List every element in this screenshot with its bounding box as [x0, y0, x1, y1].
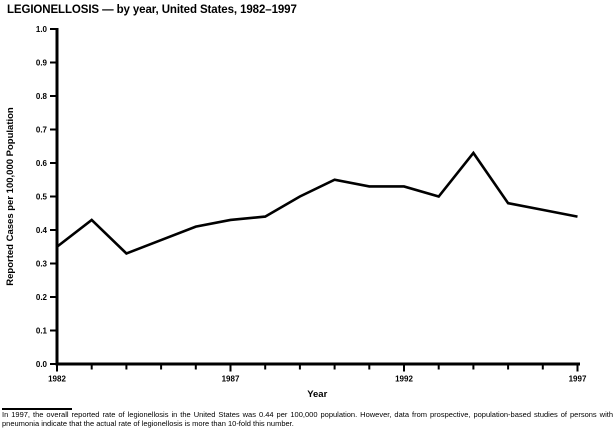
x-tick-label: 1992: [395, 375, 413, 384]
x-tick-label: 1982: [48, 375, 66, 384]
y-tick-label: 0.9: [36, 58, 48, 67]
y-tick-label: 0.3: [36, 259, 48, 268]
y-tick-label: 0.7: [36, 125, 48, 134]
y-tick-label: 0.8: [36, 92, 48, 101]
y-tick-label: 0.1: [36, 326, 48, 335]
y-tick-label: 0.2: [36, 293, 48, 302]
figure-title: LEGIONELLOSIS — by year, United States, …: [7, 4, 297, 16]
data-line: [56, 150, 578, 255]
plot-area: 0.0 0.1 0.2 0.3 0.4 0.5 0.6 0.7 0.8 0.9 1.0 1982 198…: [5, 25, 587, 400]
footnote: In 1997, the overall reported rate of le…: [2, 410, 613, 428]
y-tick-label: 0.4: [36, 226, 48, 235]
y-tick-label: 0.6: [36, 159, 48, 168]
y-tick-label: 0.5: [36, 192, 48, 201]
footnote-rule: [2, 408, 72, 410]
y-tick-label: 1.0: [36, 25, 48, 34]
x-axis-title: Year: [307, 389, 327, 400]
x-tick-label: 1997: [569, 375, 587, 384]
x-tick-label: 1987: [222, 375, 240, 384]
y-axis-title: Reported Cases per 100,000 Population: [5, 107, 16, 286]
y-tick-label: 0.0: [36, 360, 48, 369]
